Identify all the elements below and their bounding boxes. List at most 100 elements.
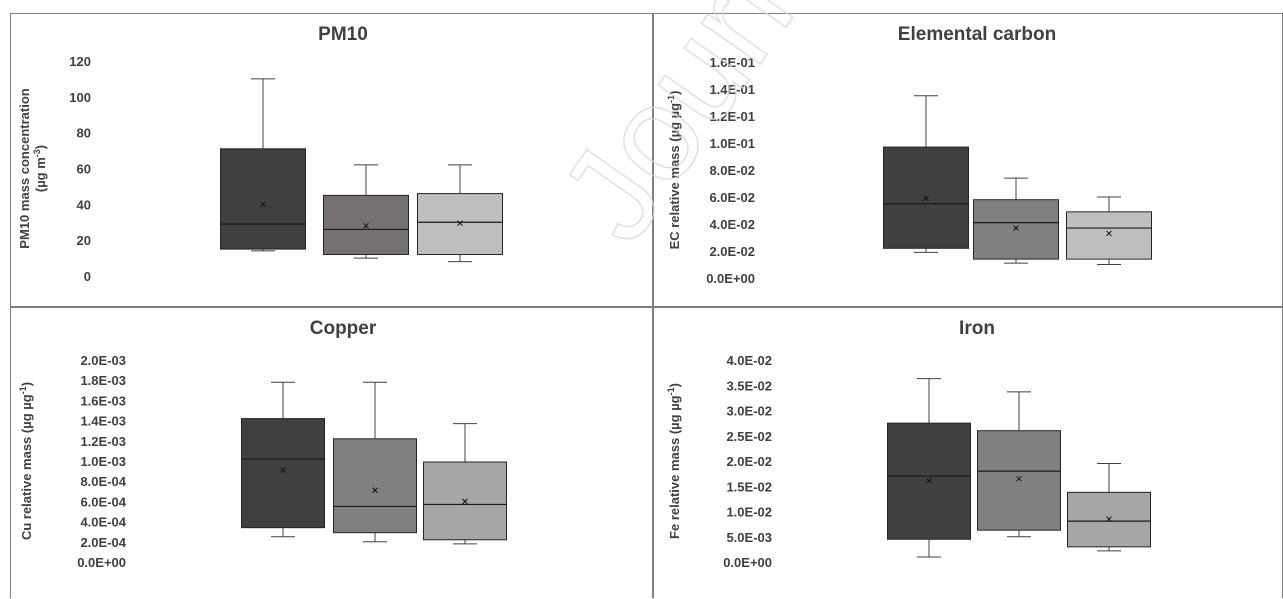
- mean-marker: [457, 220, 463, 226]
- y-tick-label: 1.4E-03: [80, 414, 126, 429]
- y-tick-label: 2.0E-02: [726, 454, 772, 469]
- y-tick-label: 5.0E-03: [726, 530, 772, 545]
- mean-marker-stroke-b: [1106, 230, 1112, 237]
- y-tick-label: 120: [69, 54, 91, 69]
- y-tick-label: 0.0E+00: [706, 271, 755, 286]
- y-tick-label: 8.0E-02: [709, 163, 755, 178]
- chart-title: Iron: [959, 318, 995, 339]
- y-tick-label: 3.5E-02: [726, 378, 772, 393]
- y-axis-label-rest: ): [33, 145, 48, 149]
- box-3: [423, 423, 507, 545]
- chart-svg-elemental-carbon: Elemental carbon 0.0E+00 2.0E-02 4.0E-02 6.0…: [666, 24, 1152, 286]
- box-iqr: [220, 148, 306, 250]
- y-tick-label: 80: [77, 126, 91, 141]
- box-iqr: [977, 430, 1061, 531]
- chart-title: PM10: [318, 24, 368, 45]
- mean-marker-stroke-b: [462, 498, 468, 505]
- mean-marker: [1013, 225, 1019, 231]
- y-axis-label-sup: -1: [666, 387, 676, 395]
- chart-panel-elemental-carbon: Elemental carbon 0.0E+00 2.0E-02 4.0E-02 6.0…: [653, 13, 1283, 307]
- box-3: [417, 164, 503, 263]
- mean-marker: [260, 201, 266, 208]
- y-tick-label: 1.8E-03: [80, 373, 126, 388]
- y-tick-label: 1.0E-01: [709, 136, 755, 151]
- y-axis-label-sup: -1: [666, 95, 676, 103]
- y-tick-label: 4.0E-02: [709, 217, 755, 232]
- mean-marker: [372, 487, 378, 494]
- y-axis-label-text: Cu relative mass (µg µg-1): [18, 382, 34, 540]
- box-iqr: [241, 418, 325, 529]
- y-axis-label: EC relative mass (µg µg-1): [666, 91, 682, 250]
- mean-marker-stroke-b: [457, 220, 463, 226]
- y-tick-label: 1.6E-01: [709, 55, 755, 70]
- y-tick-label: 2.5E-02: [726, 429, 772, 444]
- box-iqr: [973, 199, 1059, 260]
- mean-marker-stroke-b: [363, 222, 369, 229]
- box-2: [973, 177, 1059, 264]
- mean-marker-stroke-b: [923, 195, 929, 202]
- box-2: [333, 381, 417, 543]
- box-iqr: [333, 438, 417, 534]
- chart-panel-pm10: PM10 0 20 40 60 80 100 120 PM10 mass concentrati…: [10, 13, 653, 307]
- mean-marker-stroke-b: [1016, 475, 1022, 482]
- mean-marker: [1016, 475, 1022, 482]
- chart-panel-iron: Iron 0.0E+00 5.0E-03 1.0E-02 1.5E-02 2.0E-02 2…: [653, 307, 1283, 598]
- mean-marker: [280, 467, 286, 473]
- y-tick-label: 0: [84, 269, 91, 284]
- chart-svg-copper: Copper 0.0E+00 2.0E-04 4.0E-04 6.0E-04 8.0E-0…: [18, 318, 507, 570]
- y-axis-label-rest: ): [667, 91, 682, 95]
- box-2: [977, 391, 1061, 538]
- chart-title: Copper: [310, 318, 377, 339]
- box-iqr: [323, 194, 409, 255]
- y-tick-label: 100: [69, 90, 91, 105]
- mean-marker: [926, 477, 932, 484]
- y-tick-label: 2.0E-03: [80, 353, 126, 368]
- y-axis-label-line2: (µg m-3): [32, 145, 48, 192]
- y-axis-label-rest: ): [667, 383, 682, 387]
- y-tick-label: 1.0E-02: [726, 505, 772, 520]
- y-tick-label: 3.0E-02: [726, 404, 772, 419]
- y-tick-label: 6.0E-02: [709, 190, 755, 205]
- y-tick-label: 1.2E-03: [80, 434, 126, 449]
- mean-marker: [1106, 230, 1112, 237]
- y-tick-label: 1.2E-01: [709, 109, 755, 124]
- mean-marker-stroke-b: [260, 201, 266, 208]
- y-axis-label-rest: ): [19, 382, 34, 386]
- y-tick-label: 0.0E+00: [723, 555, 772, 570]
- y-tick-label: 1.5E-02: [726, 479, 772, 494]
- box-2: [323, 164, 409, 259]
- y-tick-label: 4.0E-02: [726, 353, 772, 368]
- y-tick-label: 1.4E-01: [709, 82, 755, 97]
- box-1: [220, 78, 306, 252]
- y-axis-label-line1: PM10 mass concentration: [17, 88, 32, 248]
- box-iqr: [417, 193, 503, 255]
- chart-title: Elemental carbon: [898, 24, 1056, 45]
- y-tick-label: 6.0E-04: [80, 494, 126, 509]
- box-1: [883, 95, 969, 253]
- y-axis-label-sup: -1: [18, 386, 28, 394]
- mean-marker: [1106, 516, 1112, 522]
- chart-svg-pm10: PM10 0 20 40 60 80 100 120 PM10 mass concentrati…: [17, 24, 503, 284]
- y-axis-label: Fe relative mass (µg µg-1): [666, 383, 682, 539]
- y-axis-label-text: Fe relative mass (µg µg-1): [666, 383, 682, 539]
- y-tick-label: 20: [77, 233, 91, 248]
- y-tick-label: 0.0E+00: [77, 555, 126, 570]
- box-3: [1066, 196, 1152, 265]
- mean-marker: [462, 498, 468, 505]
- mean-marker-stroke-b: [926, 477, 932, 484]
- y-tick-label: 2.0E-04: [80, 535, 126, 550]
- y-tick-label: 40: [77, 197, 91, 212]
- box-1: [241, 381, 325, 538]
- chart-svg-iron: Iron 0.0E+00 5.0E-03 1.0E-02 1.5E-02 2.0E-02 2…: [666, 318, 1151, 570]
- box-iqr: [423, 461, 507, 541]
- y-axis-label: PM10 mass concentration (µg m-3): [17, 88, 48, 248]
- chart-panel-copper: Copper 0.0E+00 2.0E-04 4.0E-04 6.0E-04 8.0E-0…: [10, 307, 653, 598]
- mean-marker-stroke-b: [372, 487, 378, 494]
- box-iqr: [1066, 211, 1152, 260]
- y-tick-label: 1.0E-03: [80, 454, 126, 469]
- y-tick-label: 4.0E-04: [80, 515, 126, 530]
- box-3: [1067, 463, 1151, 552]
- mean-marker-stroke-b: [1013, 225, 1019, 231]
- y-tick-label: 2.0E-02: [709, 244, 755, 259]
- mean-marker-stroke-b: [1106, 516, 1112, 522]
